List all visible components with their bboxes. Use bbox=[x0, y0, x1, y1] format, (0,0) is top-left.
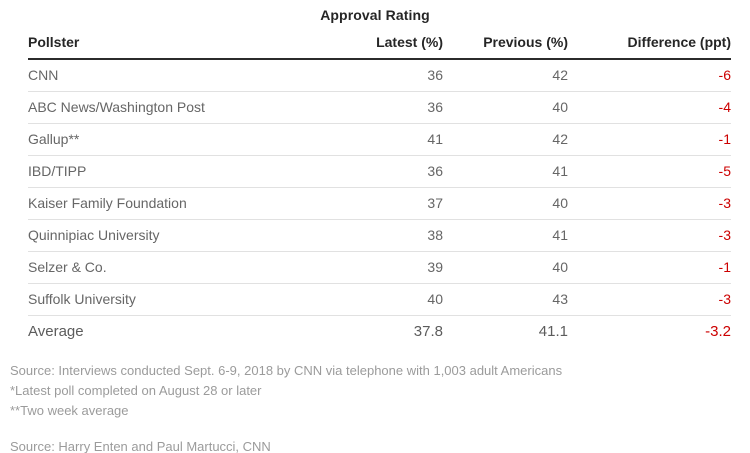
header-row: Pollster Latest (%) Previous (%) Differe… bbox=[28, 27, 731, 60]
column-header-previous: Previous (%) bbox=[443, 27, 568, 60]
pollster-cell: Suffolk University bbox=[28, 283, 318, 316]
difference-cell: -6 bbox=[568, 59, 731, 92]
column-header-pollster: Pollster bbox=[28, 27, 318, 60]
previous-cell: 40 bbox=[443, 91, 568, 124]
pollster-cell: Gallup** bbox=[28, 123, 318, 156]
footnotes-block: Source: Interviews conducted Sept. 6-9, … bbox=[10, 361, 750, 453]
difference-cell: -3 bbox=[568, 219, 731, 252]
average-row: Average 37.8 41.1 -3.2 bbox=[28, 316, 731, 349]
latest-cell: 38 bbox=[318, 219, 443, 252]
difference-cell: -1 bbox=[568, 123, 731, 156]
latest-cell: 39 bbox=[318, 251, 443, 284]
pollster-cell: IBD/TIPP bbox=[28, 155, 318, 188]
latest-cell: 37.8 bbox=[413, 323, 443, 340]
footnote-double-asterisk-line: **Two week average bbox=[10, 403, 129, 418]
difference-cell: -5 bbox=[568, 155, 731, 188]
previous-cell: 40 bbox=[443, 251, 568, 284]
table-row: Gallup** 41 42 -1 bbox=[28, 123, 731, 156]
pollster-cell: Average bbox=[28, 323, 84, 340]
previous-cell: 43 bbox=[443, 283, 568, 316]
table-body: CNN 36 42 -6 ABC News/Washington Post 36 40 -4 G… bbox=[28, 59, 731, 348]
previous-cell: 41.1 bbox=[538, 323, 568, 340]
difference-cell: -3 bbox=[568, 283, 731, 316]
footnote-asterisk-line: *Latest poll completed on August 28 or l… bbox=[10, 383, 262, 398]
previous-cell: 40 bbox=[443, 187, 568, 220]
latest-cell: 36 bbox=[318, 59, 443, 92]
pollster-cell: Selzer & Co. bbox=[28, 251, 318, 284]
table-row: IBD/TIPP 36 41 -5 bbox=[28, 155, 731, 188]
difference-cell: -1 bbox=[568, 251, 731, 284]
previous-cell: 41 bbox=[443, 155, 568, 188]
footnote-source-line: Source: Interviews conducted Sept. 6-9, … bbox=[10, 363, 563, 378]
table-row: ABC News/Washington Post 36 40 -4 bbox=[28, 91, 731, 124]
page-title: Approval Rating bbox=[320, 7, 430, 23]
previous-cell: 42 bbox=[443, 123, 568, 156]
latest-cell: 37 bbox=[318, 187, 443, 220]
latest-cell: 36 bbox=[318, 155, 443, 188]
footnote-credit-line: Source: Harry Enten and Paul Martucci, C… bbox=[10, 439, 271, 453]
latest-cell: 40 bbox=[318, 283, 443, 316]
column-header-latest: Latest (%) bbox=[318, 27, 443, 60]
latest-cell: 41 bbox=[318, 123, 443, 156]
latest-cell: 36 bbox=[318, 91, 443, 124]
table-container: Pollster Latest (%) Previous (%) Differe… bbox=[28, 27, 731, 348]
approval-rating-table: Pollster Latest (%) Previous (%) Differe… bbox=[28, 27, 731, 348]
table-row: Quinnipiac University 38 41 -3 bbox=[28, 219, 731, 252]
difference-cell: -4 bbox=[568, 91, 731, 124]
table-row: Kaiser Family Foundation 37 40 -3 bbox=[28, 187, 731, 220]
previous-cell: 41 bbox=[443, 219, 568, 252]
column-header-difference: Difference (ppt) bbox=[568, 27, 731, 60]
table-row: Selzer & Co. 39 40 -1 bbox=[28, 251, 731, 284]
pollster-cell: ABC News/Washington Post bbox=[28, 91, 318, 124]
pollster-cell: Kaiser Family Foundation bbox=[28, 187, 318, 220]
previous-cell: 42 bbox=[443, 59, 568, 92]
difference-cell: -3.2 bbox=[705, 323, 731, 340]
difference-cell: -3 bbox=[568, 187, 731, 220]
table-row: Suffolk University 40 43 -3 bbox=[28, 283, 731, 316]
table-row: CNN 36 42 -6 bbox=[28, 59, 731, 92]
pollster-cell: CNN bbox=[28, 59, 318, 92]
pollster-cell: Quinnipiac University bbox=[28, 219, 318, 252]
